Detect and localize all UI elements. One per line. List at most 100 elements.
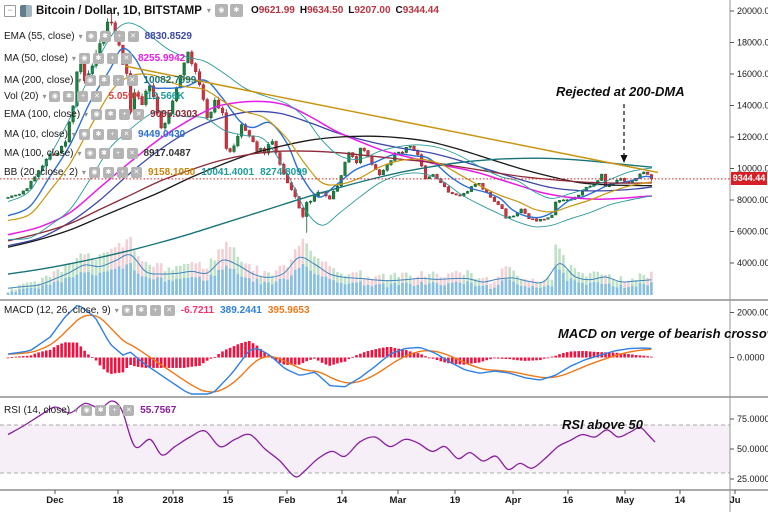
chevron-down-icon[interactable]: ▾ [78,31,83,41]
indicator-name[interactable]: MACD (12, 26, close, 9) [4,304,111,316]
indicator-name[interactable]: RSI (14, close) [4,404,71,416]
close-icon[interactable]: ✕ [123,404,135,416]
indicator-value: 9158.1050 [147,166,196,178]
plus-icon[interactable]: + [119,108,131,120]
indicator-name[interactable]: MA (10, close) [4,128,68,140]
indicator-name[interactable]: MA (200, close) [4,74,74,86]
chevron-down-icon[interactable]: ▾ [71,53,76,63]
chevron-down-icon[interactable]: ▾ [84,109,89,119]
gear-icon[interactable]: ✱ [102,166,114,178]
svg-text:15: 15 [223,495,234,506]
plus-icon[interactable]: + [149,304,161,316]
svg-text:May: May [616,495,635,506]
close-icon[interactable]: ✕ [133,108,145,120]
svg-text:14: 14 [675,495,686,506]
gear-icon[interactable]: ✱ [92,52,104,64]
chevron-down-icon[interactable]: ▾ [206,6,211,15]
svg-text:12000.00: 12000.00 [737,132,768,142]
time-axis[interactable]: Dec 18 2018 15 Feb 14 Mar 19 Apr 16 May 14 Ju [46,490,741,506]
close-icon[interactable]: ✕ [126,74,138,86]
header-buttons: ◉ ✱ [214,4,243,17]
close-icon[interactable]: ✕ [91,90,103,102]
annotation-rejected-200dma[interactable]: Rejected at 200-DMA [556,84,685,99]
indicator-row: MA (10, close) ▾ ◉ ✱ + ✕ 9449.0430 [4,127,185,141]
chevron-down-icon[interactable]: ▾ [74,405,79,415]
rsi-line [7,400,656,478]
svg-text:2018: 2018 [162,495,183,506]
chevron-down-icon[interactable]: ▾ [77,148,82,158]
svg-text:0.0000: 0.0000 [737,353,765,363]
indicator-name[interactable]: EMA (55, close) [4,30,75,42]
annotation-rsi-above-50[interactable]: RSI above 50 [562,417,643,432]
indicator-name[interactable]: MA (50, close) [4,52,68,64]
indicator-name[interactable]: BB (20, close, 2) [4,166,78,178]
svg-text:Dec: Dec [46,495,63,506]
indicator-name[interactable]: MA (100, close) [4,147,74,159]
close-icon[interactable]: ✕ [163,304,175,316]
gear-icon[interactable]: ✱ [63,90,75,102]
eye-icon[interactable]: ◉ [121,304,133,316]
close-icon[interactable]: ✕ [120,128,132,140]
close-icon[interactable]: ✕ [130,166,142,178]
svg-text:Mar: Mar [390,495,407,506]
eye-icon[interactable]: ◉ [81,404,93,416]
plus-icon[interactable]: + [109,404,121,416]
plus-icon[interactable]: + [106,52,118,64]
plus-icon[interactable]: + [116,166,128,178]
plus-icon[interactable]: + [112,74,124,86]
eye-icon[interactable]: ◉ [49,90,61,102]
svg-text:50.0000: 50.0000 [737,444,768,454]
gear-icon[interactable]: ✱ [95,404,107,416]
gear-icon[interactable]: ✱ [99,30,111,42]
gear-icon[interactable]: ✱ [105,108,117,120]
plus-icon[interactable]: + [106,128,118,140]
collapse-icon[interactable]: − [4,4,16,17]
plus-icon[interactable]: + [77,90,89,102]
indicator-value: 10041.4001 [201,166,255,178]
indicator-value: 9095.0303 [150,108,198,120]
eye-icon[interactable]: ◉ [214,4,228,17]
indicator-name[interactable]: EMA (100, close) [4,108,81,120]
plus-icon[interactable]: + [113,30,125,42]
symbol-title[interactable]: Bitcoin / Dollar, 1D, BITSTAMP [36,4,202,17]
eye-icon[interactable]: ◉ [91,108,103,120]
gear-icon[interactable]: ✱ [98,74,110,86]
close-icon[interactable]: ✕ [120,52,132,64]
plus-icon[interactable]: + [112,147,124,159]
indicator-name[interactable]: Vol (20) [4,90,39,102]
eye-icon[interactable]: ◉ [78,52,90,64]
eye-icon[interactable]: ◉ [78,128,90,140]
svg-text:18000.00: 18000.00 [737,38,768,48]
gear-icon[interactable]: ✱ [229,4,243,17]
svg-text:16000.00: 16000.00 [737,69,768,79]
exchange-logo-icon [20,4,32,17]
indicator-value: 389.2441 [220,304,262,316]
indicator-row: MA (50, close) ▾ ◉ ✱ + ✕ 8255.9942 [4,51,185,65]
chevron-down-icon[interactable]: ▾ [42,91,47,101]
indicator-row: MA (100, close) ▾ ◉ ✱ + ✕ 8917.0487 [4,146,191,160]
gear-icon[interactable]: ✱ [135,304,147,316]
price-axis[interactable]: 20000.00 18000.00 16000.00 14000.00 12000.00… [730,6,768,484]
overlay-bb-upper [7,22,653,203]
close-icon[interactable]: ✕ [126,147,138,159]
indicator-row: Vol (20) ▾ ◉ ✱ + ✕ 5.059K 12.566K [4,89,185,103]
close-icon[interactable]: ✕ [127,30,139,42]
eye-icon[interactable]: ◉ [88,166,100,178]
eye-icon[interactable]: ◉ [84,74,96,86]
gear-icon[interactable]: ✱ [98,147,110,159]
indicator-value: -6.7211 [180,304,215,316]
gear-icon[interactable]: ✱ [92,128,104,140]
chevron-down-icon[interactable]: ▾ [71,129,76,139]
chevron-down-icon[interactable]: ▾ [77,75,82,85]
chevron-down-icon[interactable]: ▾ [81,167,86,177]
descending-trendline [124,65,659,174]
eye-icon[interactable]: ◉ [85,30,97,42]
ohlc-values: O9621.99 H9634.50 L9207.00 C9344.44 [250,5,439,16]
eye-icon[interactable]: ◉ [84,147,96,159]
indicator-value: 5.059K [108,90,141,102]
annotation-macd-crossover[interactable]: MACD on verge of bearish crossover [558,326,768,341]
chevron-down-icon[interactable]: ▾ [114,305,119,315]
svg-text:14000.00: 14000.00 [737,101,768,111]
last-price-label[interactable]: 9344.44 [731,172,767,186]
